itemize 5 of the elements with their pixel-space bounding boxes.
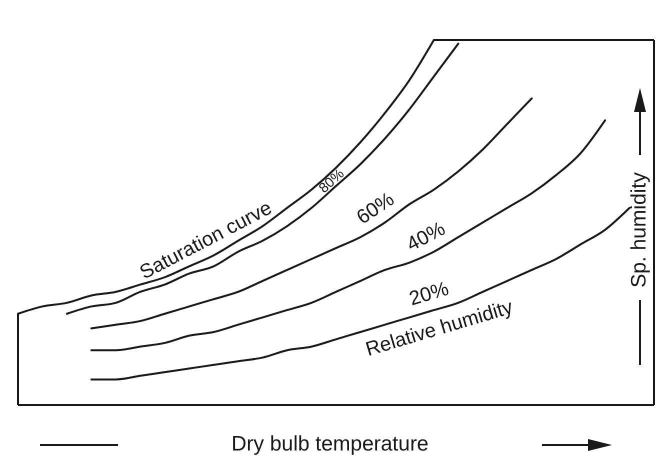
text: 60% xyxy=(352,188,399,229)
y-axis-title: Sp. humidity xyxy=(628,172,651,288)
text: 80% xyxy=(315,165,347,196)
text: 40% xyxy=(403,218,450,256)
x-axis-title: Dry bulb temperature xyxy=(231,432,429,456)
